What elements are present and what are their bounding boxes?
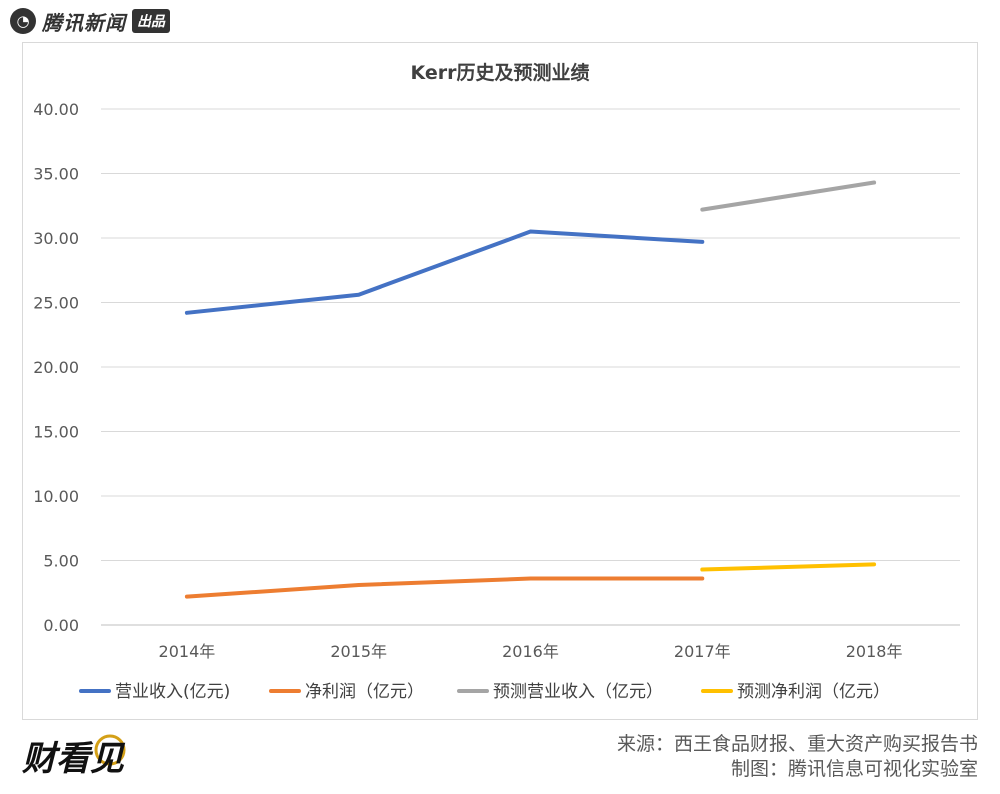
x-tick-label: 2018年	[846, 642, 903, 661]
y-axis: 0.00 5.00 10.00 15.00 20.00 25.00 30.00 35.00 40…	[33, 100, 79, 635]
y-tick-label: 35.00	[33, 165, 79, 184]
x-tick-label: 2017年	[674, 642, 731, 661]
y-tick-label: 10.00	[33, 487, 79, 506]
x-axis: 2014年 2015年 2016年 2017年 2018年	[159, 642, 903, 661]
y-tick-label: 25.00	[33, 294, 79, 313]
series-lines	[184, 180, 877, 599]
brand-name: 腾讯新闻	[42, 10, 126, 35]
series-line-2	[700, 180, 877, 212]
series-line-3	[700, 562, 877, 572]
legend-label: 预测净利润（亿元）	[737, 682, 890, 702]
brand-badge: 出品	[132, 9, 170, 33]
logo-text: 财看见	[22, 739, 126, 779]
caikanjian-logo: 财看见	[22, 734, 126, 779]
series-line-0	[184, 229, 705, 315]
chart-title: Kerr历史及预测业绩	[410, 61, 589, 84]
source-line: 来源：西王食品财报、重大资产购买报告书	[616, 733, 978, 755]
y-tick-label: 15.00	[33, 423, 79, 442]
legend-label: 营业收入(亿元)	[115, 682, 230, 702]
source-block: 来源：西王食品财报、重大资产购买报告书 制图：腾讯信息可视化实验室	[617, 732, 978, 782]
line-chart: Kerr历史及预测业绩 0.00 5.00 10.00 15.00 20.00 25.00…	[33, 61, 960, 702]
tencent-news-logo-icon: ◔	[10, 8, 36, 34]
x-tick-label: 2014年	[159, 642, 216, 661]
y-tick-label: 30.00	[33, 229, 79, 248]
y-tick-label: 20.00	[33, 358, 79, 377]
y-tick-label: 5.00	[43, 552, 79, 571]
credit-line: 制图：腾讯信息可视化实验室	[730, 758, 978, 780]
x-tick-label: 2016年	[502, 642, 559, 661]
logo-ring-icon	[94, 734, 126, 766]
chart-frame: Kerr历史及预测业绩 0.00 5.00 10.00 15.00 20.00 25.00…	[22, 42, 978, 720]
legend-label: 净利润（亿元）	[305, 682, 424, 702]
brand-header: ◔ 腾讯新闻 出品	[10, 6, 170, 36]
grid-lines	[101, 108, 960, 626]
series-line-1	[184, 576, 705, 599]
legend: 营业收入(亿元) 净利润（亿元） 预测营业收入（亿元） 预测净利润（亿元）	[79, 682, 890, 702]
y-tick-label: 0.00	[43, 616, 79, 635]
x-tick-label: 2015年	[330, 642, 387, 661]
legend-label: 预测营业收入（亿元）	[493, 682, 663, 702]
y-tick-label: 40.00	[33, 100, 79, 119]
